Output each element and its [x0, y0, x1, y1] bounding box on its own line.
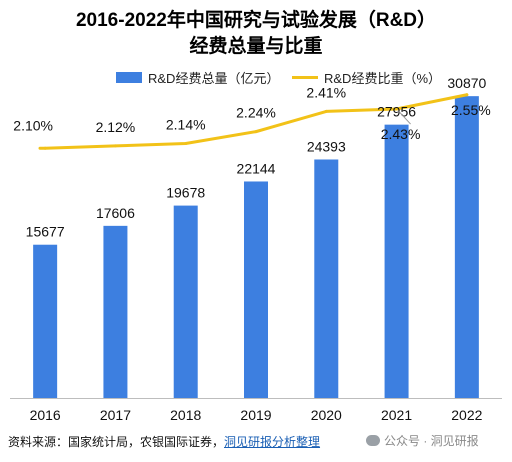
x-tick-label-2017: 2017 [100, 407, 131, 423]
bar-label-2016: 15677 [26, 224, 65, 240]
line-point-2021 [395, 107, 399, 111]
line-label-2017: 2.12% [96, 119, 136, 135]
line-label-2021: 2.43% [381, 126, 421, 142]
bar-label-2020: 24393 [307, 138, 346, 154]
legend-item-line: R&D经费比重（%） [292, 66, 441, 88]
line-label-2020: 2.41% [306, 84, 346, 100]
bar-label-2021: 27956 [377, 104, 416, 120]
bar-label-2022: 30870 [447, 75, 486, 91]
wechat-icon [366, 435, 380, 446]
bar-2019 [244, 181, 268, 398]
legend-label-line: R&D经费比重（%） [324, 70, 442, 86]
line-point-2022 [465, 93, 469, 97]
line-label-2019: 2.24% [236, 105, 276, 121]
chart-subtitle: 经费总量与比重 [189, 36, 323, 57]
line-label-2016: 2.10% [13, 117, 53, 133]
line-label-2018: 2.14% [166, 117, 206, 133]
x-tick-label-2018: 2018 [170, 407, 201, 423]
watermark: 公众号 · 洞见研报 [366, 432, 479, 449]
bar-label-2019: 22144 [237, 160, 276, 176]
legend-label-bar: R&D经费总量（亿元） [148, 70, 280, 86]
series-line-share [38, 93, 469, 150]
bar-2018 [173, 205, 198, 398]
bar-2022 [454, 96, 479, 398]
line-point-2017 [113, 144, 117, 148]
bar-2021 [384, 124, 409, 399]
line-point-2020 [324, 109, 328, 113]
x-tick-label-2016: 2016 [30, 407, 61, 423]
line-label-2022: 2.55% [451, 102, 491, 118]
x-tick-label-2020: 2020 [311, 407, 342, 423]
x-tick-label-2021: 2021 [381, 407, 412, 423]
chart-title: 2016-2022年中国研究与试验发展（R&D） [75, 10, 437, 31]
legend-swatch-line [292, 75, 318, 79]
x-tick-label-2019: 2019 [240, 407, 271, 423]
bar-2020 [314, 159, 339, 398]
watermark-text: 公众号 · 洞见研报 [384, 434, 479, 448]
source-footer: 资料来源：国家统计局，农银国际证券，洞见研报分析整理 [8, 433, 320, 450]
source-text: 资料来源：国家统计局，农银国际证券， [8, 435, 225, 449]
legend-item-bar: R&D经费总量（亿元） [116, 66, 279, 88]
line-point-2019 [254, 130, 258, 134]
line-point-2018 [184, 142, 188, 146]
bar-2016 [33, 244, 58, 398]
legend-swatch-bar [116, 71, 142, 83]
x-tick-label-2022: 2022 [451, 407, 482, 423]
line-point-2016 [43, 146, 47, 150]
source-link[interactable]: 洞见研报分析整理 [224, 435, 321, 449]
label-leader-2021 [398, 110, 411, 125]
bar-label-2017: 17606 [96, 205, 135, 221]
bar-label-2018: 19678 [166, 185, 205, 201]
bar-2017 [103, 225, 128, 398]
